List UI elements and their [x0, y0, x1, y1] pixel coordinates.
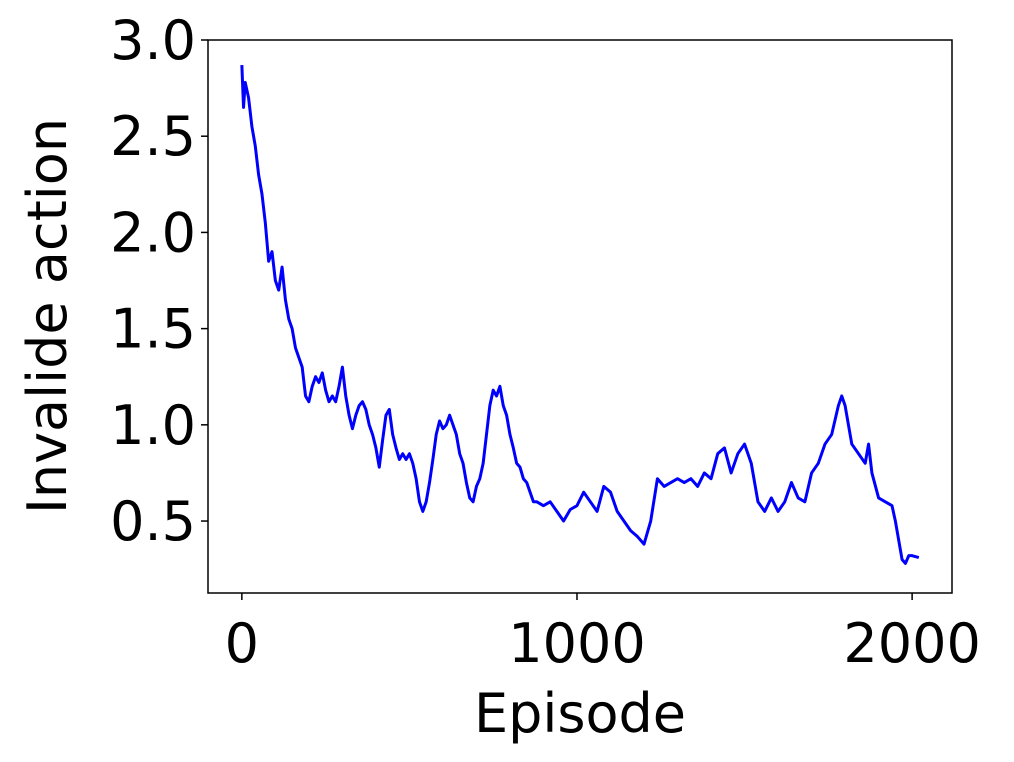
y-tick-label: 2.5: [110, 105, 196, 168]
y-tick-label: 2.0: [110, 201, 196, 264]
data-line: [240, 64, 920, 565]
y-tick-label: 1.0: [110, 394, 196, 457]
x-axis-label: Episode: [474, 682, 686, 745]
y-tick-label: 1.5: [110, 298, 196, 361]
y-axis-label: Invalide action: [16, 118, 79, 514]
x-tick-label: 2000: [843, 612, 980, 675]
y-tick-label: 3.0: [110, 9, 196, 72]
x-tick-label: 0: [225, 612, 259, 675]
y-tick-label: 0.5: [110, 490, 196, 553]
x-tick-label: 1000: [508, 612, 645, 675]
plot-frame: [207, 39, 953, 594]
